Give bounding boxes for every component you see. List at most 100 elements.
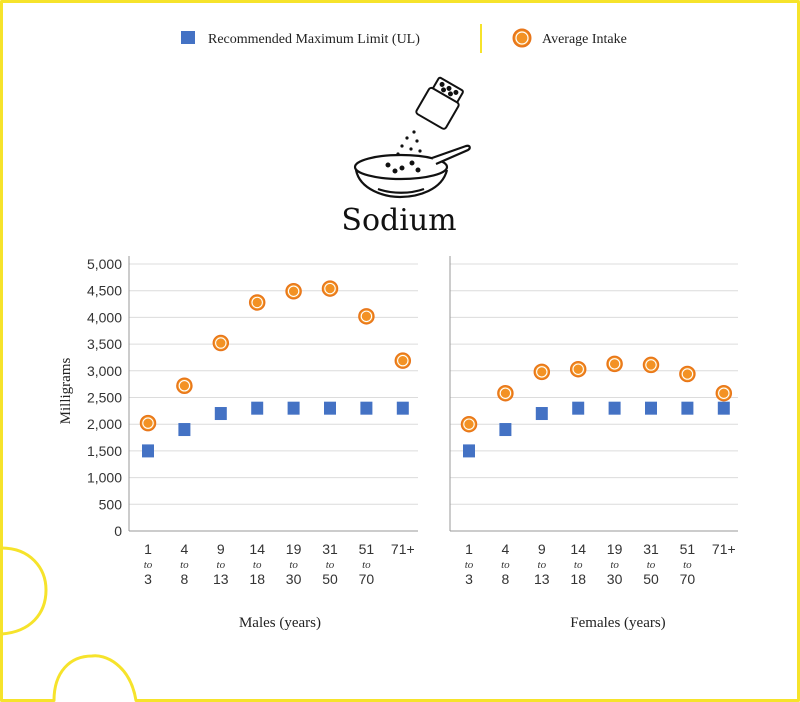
y-tick-label: 3,500 <box>87 336 122 352</box>
y-tick-label: 2,000 <box>87 416 122 432</box>
intake-marker-ring <box>397 354 409 367</box>
intake-marker-ring <box>681 368 694 380</box>
ul-marker <box>324 401 336 415</box>
ul-marker <box>681 401 694 415</box>
x-tick-label-from: 14 <box>249 541 265 557</box>
x-tick-label-from: 71+ <box>712 541 736 557</box>
grid-layer <box>129 263 738 505</box>
intake-marker-ring <box>324 282 336 295</box>
chart-title: Sodium <box>341 203 456 238</box>
x-tick-label-to: 50 <box>643 571 659 587</box>
x-tick-label-to-word: to <box>610 559 619 571</box>
x-tick-label-to-word: to <box>326 559 335 571</box>
y-tick-label: 2,500 <box>87 390 122 406</box>
ul-marker <box>535 407 548 421</box>
y-tick-label: 1,500 <box>87 443 122 459</box>
x-tick-label-to: 70 <box>359 571 375 587</box>
x-tick-label-from: 14 <box>570 541 586 557</box>
intake-marker-ring <box>178 380 191 392</box>
y-tick-label: 1,000 <box>87 470 122 486</box>
x-tick-labels: 1to34to89to1314to1819to3031to5051to7071+… <box>144 541 736 587</box>
ul-marker <box>572 401 585 415</box>
y-tick-label: 0 <box>114 523 122 539</box>
intake-marker-ring <box>215 337 227 349</box>
legend-intake-ring <box>515 31 529 45</box>
x-tick-label-to: 30 <box>607 571 623 587</box>
ul-marker <box>608 401 621 415</box>
x-tick-label-to: 3 <box>144 571 152 587</box>
ul-marker <box>645 401 657 415</box>
x-tick-label-to: 50 <box>322 571 338 587</box>
intake-marker-ring <box>572 363 584 375</box>
soup-bowl-icon <box>353 144 471 199</box>
y-tick-labels: 0 500 1,000 1,500 2,000 2,500 3,000 3,500 4,000 4… <box>87 256 122 539</box>
legend-ul-marker <box>181 31 195 44</box>
x-tick-label-from: 51 <box>680 541 696 557</box>
y-tick-label: 5,000 <box>87 256 122 272</box>
y-tick-label: 500 <box>99 496 123 512</box>
x-tick-label-from: 31 <box>322 541 338 557</box>
x-tick-label-to: 8 <box>502 571 510 587</box>
ul-marker <box>251 401 264 415</box>
y-tick-label: 3,000 <box>87 363 122 379</box>
ul-marker <box>214 407 227 421</box>
x-tick-label-to-word: to <box>180 559 189 571</box>
legend: Recommended Maximum Limit (UL) Average I… <box>181 24 627 53</box>
x-tick-label-to: 13 <box>213 571 229 587</box>
ul-marker <box>178 423 191 437</box>
x-tick-label-to-word: to <box>253 559 262 571</box>
ul-marker <box>142 444 154 458</box>
ul-marker <box>499 423 512 437</box>
x-tick-label-to-word: to <box>217 559 226 571</box>
x-tick-label-to-word: to <box>683 559 692 571</box>
ul-marker <box>463 444 475 458</box>
females-axis-label: Females (years) <box>570 615 665 631</box>
intake-marker-ring <box>536 366 548 378</box>
intake-marker-ring <box>360 310 373 323</box>
y-axis-label: Milligrams <box>58 358 74 425</box>
intake-marker-ring <box>251 296 263 309</box>
y-tick-label: 4,000 <box>87 309 122 325</box>
x-tick-label-from: 4 <box>502 541 510 557</box>
ul-marker <box>717 401 730 415</box>
x-tick-label-from: 9 <box>217 541 225 557</box>
ul-marker <box>287 401 300 415</box>
intake-marker-ring <box>499 387 512 399</box>
data-marks <box>139 280 733 458</box>
x-tick-label-to: 8 <box>181 571 189 587</box>
x-tick-label-to: 18 <box>570 571 586 587</box>
x-tick-label-from: 1 <box>144 541 152 557</box>
legend-ul-label: Recommended Maximum Limit (UL) <box>208 32 420 47</box>
x-tick-label-to-word: to <box>362 559 371 571</box>
y-tick-label: 4,500 <box>87 283 122 299</box>
legend-intake-label: Average Intake <box>542 32 627 47</box>
x-tick-label-to: 30 <box>286 571 302 587</box>
x-tick-label-to: 3 <box>465 571 473 587</box>
intake-marker-ring <box>718 387 730 399</box>
x-tick-label-to-word: to <box>289 559 298 571</box>
intake-marker-ring <box>463 418 475 430</box>
x-tick-label-from: 71+ <box>391 541 415 557</box>
axis-layer <box>128 256 738 532</box>
males-axis-label: Males (years) <box>239 615 321 631</box>
x-tick-label-from: 9 <box>538 541 546 557</box>
x-tick-label-to-word: to <box>647 559 656 571</box>
x-tick-label-to: 13 <box>534 571 550 587</box>
x-tick-label-from: 19 <box>286 541 302 557</box>
x-tick-label-from: 51 <box>359 541 375 557</box>
intake-marker-ring <box>608 358 621 370</box>
x-tick-label-to-word: to <box>465 559 474 571</box>
x-tick-label-from: 19 <box>607 541 623 557</box>
x-tick-label-to-word: to <box>538 559 547 571</box>
x-tick-label-from: 1 <box>465 541 473 557</box>
x-tick-label-to-word: to <box>501 559 510 571</box>
x-tick-label-to-word: to <box>574 559 583 571</box>
intake-marker-ring <box>287 285 300 297</box>
salt-shaker-icon <box>415 76 464 130</box>
x-tick-label-from: 4 <box>181 541 189 557</box>
ul-marker <box>396 401 409 415</box>
x-tick-label-to: 18 <box>249 571 265 587</box>
intake-marker-ring <box>645 359 657 371</box>
